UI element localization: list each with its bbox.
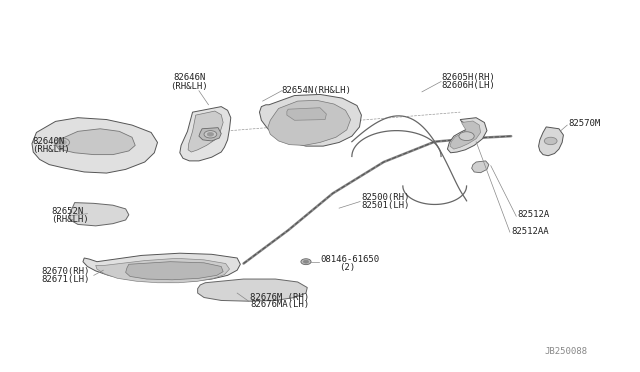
Text: (2): (2) — [339, 263, 355, 272]
Text: 82501(LH): 82501(LH) — [362, 201, 410, 210]
Text: (RH&LH): (RH&LH) — [51, 215, 89, 224]
Text: 82605H(RH): 82605H(RH) — [441, 73, 495, 81]
Text: (RH&LH): (RH&LH) — [170, 82, 208, 91]
Circle shape — [301, 259, 311, 264]
Circle shape — [544, 137, 557, 145]
Polygon shape — [447, 118, 487, 153]
Circle shape — [303, 260, 308, 263]
Text: 08146-61650: 08146-61650 — [320, 255, 379, 264]
Text: 82512A: 82512A — [518, 210, 550, 219]
Polygon shape — [539, 127, 563, 156]
Polygon shape — [96, 259, 230, 283]
Polygon shape — [83, 253, 241, 282]
Text: 82646N: 82646N — [173, 73, 205, 81]
Text: 82671(LH): 82671(LH) — [41, 275, 89, 283]
Text: 82652N: 82652N — [51, 207, 83, 217]
Polygon shape — [70, 203, 129, 226]
Polygon shape — [199, 128, 221, 141]
Circle shape — [207, 132, 214, 136]
Polygon shape — [180, 107, 231, 161]
Text: (RH&LH): (RH&LH) — [32, 145, 70, 154]
Text: 82676MA(LH): 82676MA(LH) — [250, 300, 309, 310]
Text: 82654N(RH&LH): 82654N(RH&LH) — [282, 86, 351, 95]
Polygon shape — [472, 161, 489, 173]
Polygon shape — [259, 94, 362, 146]
Polygon shape — [198, 279, 307, 301]
Text: JB250088: JB250088 — [545, 347, 588, 356]
Text: 82676M (RH): 82676M (RH) — [250, 293, 309, 302]
Text: 82640N: 82640N — [32, 137, 64, 146]
Polygon shape — [287, 108, 326, 120]
Text: 82570M: 82570M — [568, 119, 601, 128]
Polygon shape — [56, 129, 135, 155]
Text: 82606H(LH): 82606H(LH) — [441, 81, 495, 90]
Polygon shape — [450, 121, 481, 149]
Polygon shape — [32, 118, 157, 173]
Text: 82512AA: 82512AA — [511, 227, 548, 235]
Circle shape — [204, 131, 217, 138]
Circle shape — [58, 140, 67, 145]
Text: 82670(RH): 82670(RH) — [41, 267, 89, 276]
Text: 82500(RH): 82500(RH) — [362, 193, 410, 202]
Polygon shape — [268, 100, 351, 145]
Circle shape — [459, 132, 474, 141]
Polygon shape — [125, 262, 223, 280]
Polygon shape — [188, 111, 223, 152]
